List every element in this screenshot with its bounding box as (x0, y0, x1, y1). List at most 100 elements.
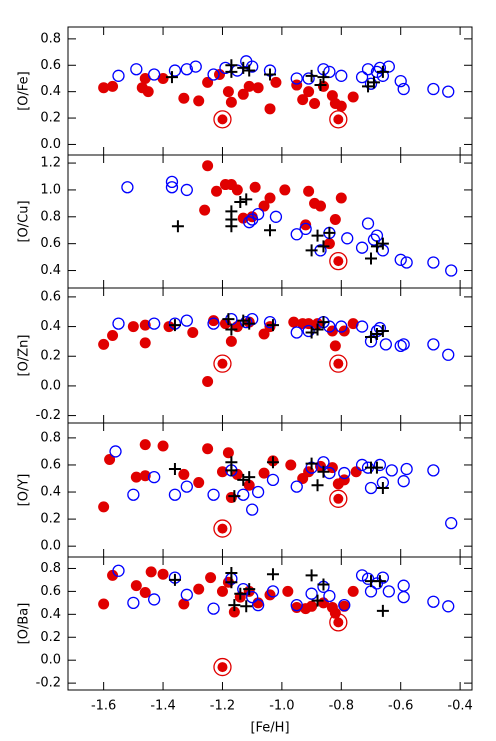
point (240, 193, 253, 206)
point (266, 585, 280, 598)
point (338, 600, 350, 612)
point (98, 598, 110, 610)
point (199, 204, 211, 216)
point (355, 320, 369, 333)
point (305, 569, 318, 582)
panel: 0.0 0.2 0.4 0.6 0.8 [O/Y] (17, 422, 473, 558)
point (249, 181, 261, 193)
point (335, 100, 347, 112)
point (323, 226, 336, 239)
y-tick-label: 0.8 (40, 209, 61, 224)
point (222, 313, 235, 326)
point (243, 317, 256, 330)
point (311, 479, 324, 492)
y-tick-label: 0.4 (40, 485, 61, 500)
point (157, 440, 169, 452)
point (251, 207, 265, 221)
point (168, 463, 181, 476)
point (427, 595, 440, 608)
point (202, 76, 214, 88)
x-tick-label: -0.6 (388, 699, 413, 714)
point (178, 468, 190, 480)
point (350, 466, 362, 478)
point (258, 467, 270, 479)
point (213, 110, 232, 129)
point (222, 447, 234, 459)
point (290, 599, 303, 612)
point (365, 252, 377, 265)
point (279, 184, 291, 196)
y-tick-label: -0.2 (36, 408, 61, 423)
plot-frame (67, 287, 473, 424)
point (240, 315, 253, 329)
point (445, 517, 458, 530)
point (207, 68, 220, 81)
point (427, 256, 440, 269)
point (355, 458, 369, 472)
point (139, 439, 151, 451)
point (264, 224, 276, 237)
y-axis-label: [O/Zn] (17, 335, 32, 377)
y-tick-label: 0.4 (40, 84, 61, 99)
point (225, 576, 238, 589)
y-axis-label: [O/Cu] (17, 200, 32, 242)
point-core (217, 358, 228, 369)
point (427, 338, 440, 351)
point (237, 212, 249, 224)
y-tick-label: 0.4 (40, 607, 61, 622)
point (104, 454, 116, 466)
point (355, 70, 369, 84)
point (121, 181, 134, 194)
x-tick-label: -1.4 (150, 699, 175, 714)
point (216, 466, 228, 478)
point (202, 160, 214, 172)
y-tick-label: 0.0 (40, 378, 61, 393)
point (213, 657, 232, 677)
point (107, 329, 119, 341)
point (302, 324, 315, 338)
point (376, 65, 389, 78)
point (243, 216, 256, 229)
point (178, 598, 190, 610)
point (240, 600, 253, 613)
point-ring (329, 613, 348, 632)
point (237, 88, 249, 100)
point (329, 489, 348, 508)
y-tick-label: 0.8 (40, 430, 61, 445)
point (180, 480, 193, 493)
point (285, 459, 297, 471)
point (364, 585, 378, 598)
point (246, 590, 259, 604)
point (376, 237, 389, 250)
point (243, 479, 255, 491)
point (442, 348, 455, 361)
point (347, 91, 359, 103)
point (291, 79, 303, 91)
y-axis-label: [O/Y] (17, 474, 32, 507)
y-tick-label: 0.6 (40, 58, 61, 73)
y-tick-label: -0.2 (36, 676, 61, 691)
point (347, 585, 359, 597)
point (290, 228, 303, 241)
point (397, 475, 410, 488)
point (225, 335, 237, 347)
point (266, 456, 279, 469)
point (427, 464, 440, 477)
point (305, 69, 318, 82)
point (288, 316, 300, 328)
point (109, 445, 122, 458)
point (208, 315, 220, 327)
point (139, 319, 151, 331)
y-tick-label: 0.0 (40, 653, 61, 668)
point (225, 220, 238, 233)
y-tick-label: 0.0 (40, 137, 61, 152)
point (376, 481, 389, 494)
point-ring (329, 354, 348, 373)
point (130, 471, 142, 483)
point (266, 319, 279, 332)
point (373, 61, 387, 75)
y-tick-label: 0.6 (40, 457, 61, 472)
point (376, 571, 390, 584)
point (300, 219, 312, 231)
